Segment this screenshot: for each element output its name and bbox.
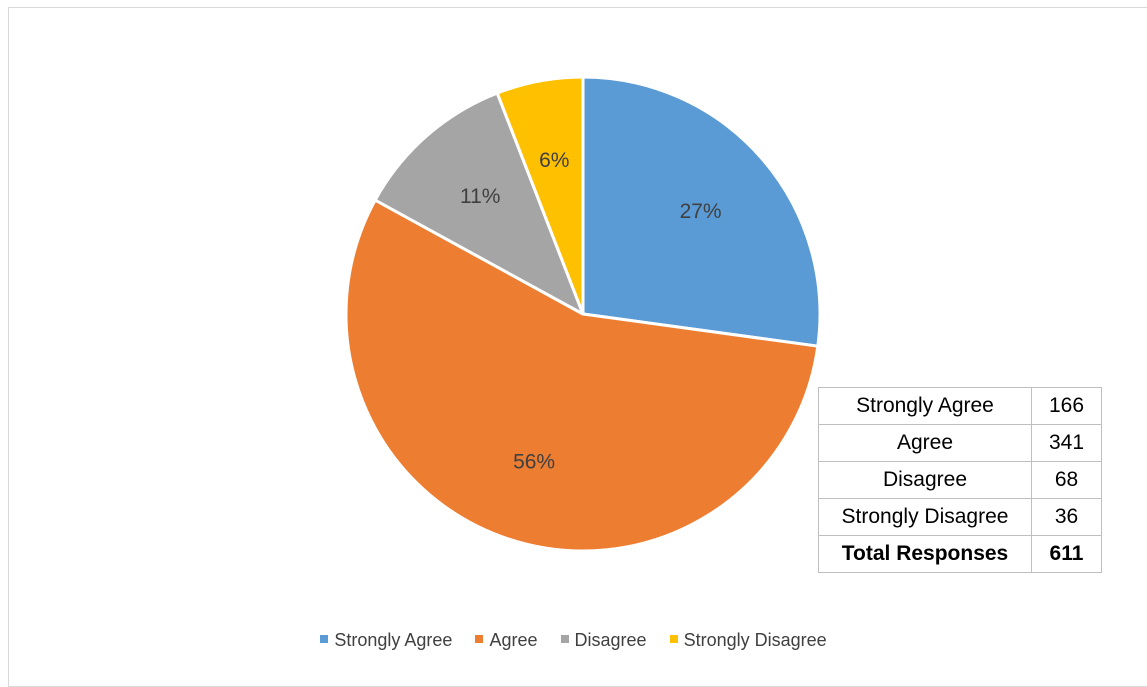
- legend-swatch-disagree: [560, 635, 569, 643]
- legend-swatch-agree: [475, 635, 484, 643]
- legend-item-disagree: Disagree: [560, 630, 647, 651]
- row-label-disagree: Disagree: [818, 461, 1032, 499]
- table-row: Disagree 68: [818, 461, 1102, 499]
- pie-label-agree: 56%: [513, 451, 555, 474]
- legend-swatch-strongly-agree: [320, 635, 329, 643]
- pie-slice-agree: [344, 198, 820, 553]
- row-value-strongly-disagree: 36: [1031, 498, 1102, 536]
- pie-slice-strongly-agree: [581, 75, 822, 348]
- row-label-agree: Agree: [818, 424, 1032, 462]
- pie-label-strongly-disagree: 6%: [539, 149, 569, 172]
- table-row: Strongly Agree 166: [818, 387, 1102, 425]
- pie-label-strongly-agree: 27%: [680, 200, 722, 223]
- row-value-strongly-agree: 166: [1031, 387, 1102, 425]
- table-row: Agree 341: [818, 424, 1102, 462]
- table-row: Strongly Disagree 36: [818, 498, 1102, 536]
- row-value-disagree: 68: [1031, 461, 1102, 499]
- pie-slice-disagree: [373, 91, 585, 316]
- legend-label: Strongly Disagree: [683, 630, 827, 650]
- row-value-agree: 341: [1031, 424, 1102, 462]
- legend-item-strongly-disagree: Strongly Disagree: [669, 630, 827, 651]
- legend-label: Strongly Agree: [334, 630, 453, 650]
- legend-label: Agree: [489, 630, 538, 650]
- row-label-strongly-agree: Strongly Agree: [818, 387, 1032, 425]
- pie-slice-strongly-disagree: [495, 75, 585, 316]
- legend: Strongly Agree Agree Disagree Strongly D…: [0, 630, 1147, 651]
- total-label: Total Responses: [818, 535, 1032, 573]
- legend-label: Disagree: [574, 630, 647, 650]
- response-table: Strongly Agree 166 Agree 341 Disagree 68…: [818, 387, 1102, 573]
- pie-chart: 27% 56% 11% 6%: [344, 75, 822, 553]
- row-label-strongly-disagree: Strongly Disagree: [818, 498, 1032, 536]
- legend-item-strongly-agree: Strongly Agree: [320, 630, 452, 651]
- pie-label-disagree: 11%: [460, 185, 500, 208]
- legend-item-agree: Agree: [475, 630, 537, 651]
- table-total-row: Total Responses 611: [818, 535, 1102, 573]
- legend-swatch-strongly-disagree: [669, 635, 678, 643]
- total-value: 611: [1031, 535, 1102, 573]
